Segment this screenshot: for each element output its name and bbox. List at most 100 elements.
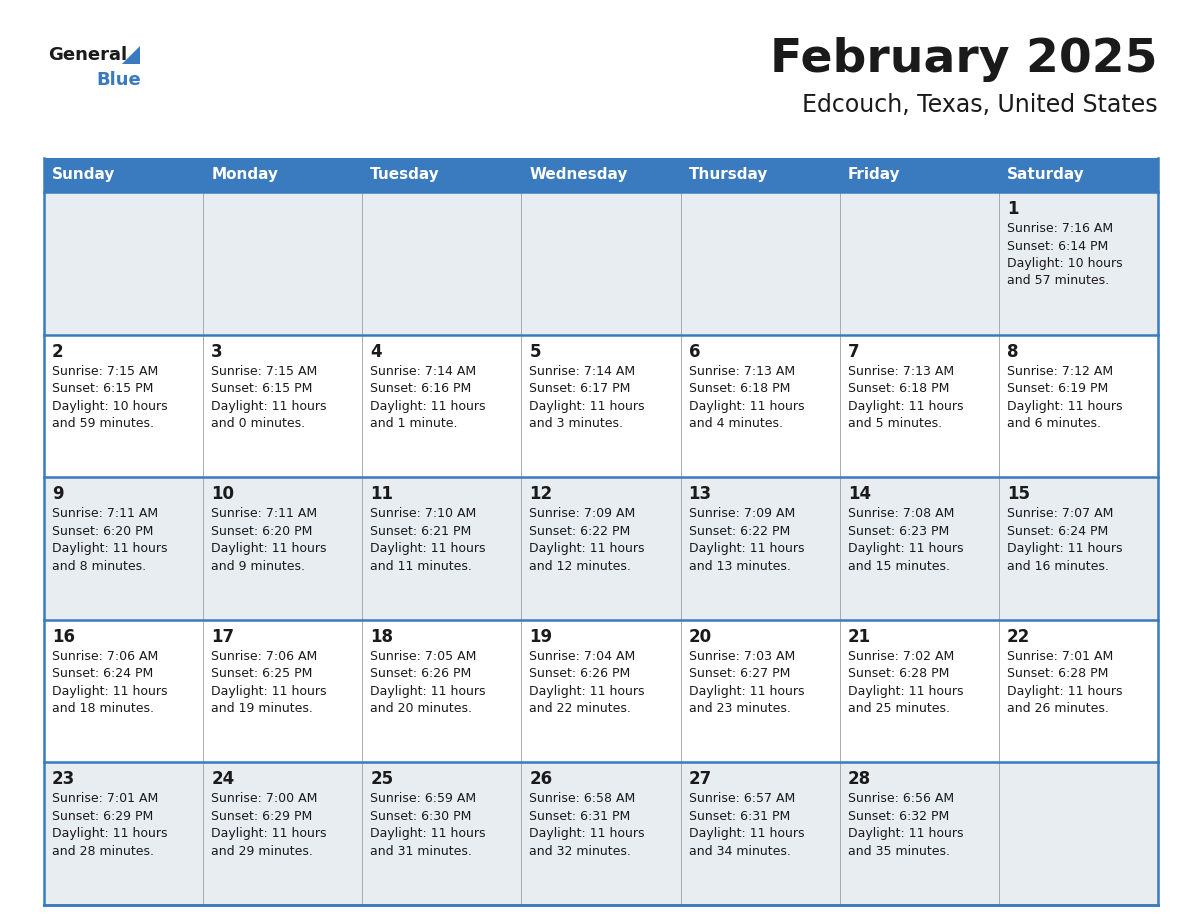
Text: Sunset: 6:21 PM: Sunset: 6:21 PM [371,525,472,538]
Text: Monday: Monday [211,167,278,183]
Text: 18: 18 [371,628,393,645]
Text: Sunrise: 7:06 AM: Sunrise: 7:06 AM [211,650,317,663]
Text: Sunset: 6:28 PM: Sunset: 6:28 PM [1007,667,1108,680]
Text: Daylight: 11 hours: Daylight: 11 hours [530,685,645,698]
Text: 4: 4 [371,342,381,361]
Bar [44,158,1158,192]
Text: and 26 minutes.: and 26 minutes. [1007,702,1108,715]
Text: Sunset: 6:32 PM: Sunset: 6:32 PM [848,810,949,823]
Text: and 20 minutes.: and 20 minutes. [371,702,473,715]
Text: Sunrise: 7:06 AM: Sunrise: 7:06 AM [52,650,158,663]
Text: and 28 minutes.: and 28 minutes. [52,845,154,858]
Text: 15: 15 [1007,486,1030,503]
Text: 26: 26 [530,770,552,789]
Text: and 4 minutes.: and 4 minutes. [689,417,783,431]
Text: Sunrise: 6:59 AM: Sunrise: 6:59 AM [371,792,476,805]
Text: Thursday: Thursday [689,167,767,183]
Text: Daylight: 11 hours: Daylight: 11 hours [689,543,804,555]
Text: 21: 21 [848,628,871,645]
Bar [44,192,1158,334]
Text: Sunset: 6:25 PM: Sunset: 6:25 PM [211,667,312,680]
Text: Daylight: 11 hours: Daylight: 11 hours [52,685,168,698]
Text: Sunrise: 7:13 AM: Sunrise: 7:13 AM [848,364,954,377]
Text: Blue: Blue [96,71,140,89]
Text: Sunrise: 7:12 AM: Sunrise: 7:12 AM [1007,364,1113,377]
Text: 17: 17 [211,628,234,645]
Text: Daylight: 11 hours: Daylight: 11 hours [848,543,963,555]
Text: Daylight: 11 hours: Daylight: 11 hours [52,827,168,840]
Text: Daylight: 11 hours: Daylight: 11 hours [211,685,327,698]
Text: and 29 minutes.: and 29 minutes. [211,845,312,858]
Text: 5: 5 [530,342,541,361]
Text: Sunday: Sunday [52,167,115,183]
Text: Sunrise: 7:05 AM: Sunrise: 7:05 AM [371,650,476,663]
Text: Daylight: 11 hours: Daylight: 11 hours [689,827,804,840]
Text: and 57 minutes.: and 57 minutes. [1007,274,1108,287]
Text: 7: 7 [848,342,859,361]
Bar [44,334,1158,477]
Text: Daylight: 11 hours: Daylight: 11 hours [371,399,486,412]
Text: Daylight: 11 hours: Daylight: 11 hours [1007,543,1123,555]
Text: Sunrise: 7:15 AM: Sunrise: 7:15 AM [52,364,158,377]
Text: 27: 27 [689,770,712,789]
Text: Edcouch, Texas, United States: Edcouch, Texas, United States [802,93,1158,117]
Text: and 25 minutes.: and 25 minutes. [848,702,949,715]
Text: Sunrise: 7:08 AM: Sunrise: 7:08 AM [848,508,954,521]
Text: 11: 11 [371,486,393,503]
Text: Sunset: 6:15 PM: Sunset: 6:15 PM [211,382,312,395]
Text: Sunset: 6:26 PM: Sunset: 6:26 PM [371,667,472,680]
Text: Daylight: 11 hours: Daylight: 11 hours [371,685,486,698]
Text: Daylight: 11 hours: Daylight: 11 hours [530,543,645,555]
Text: Daylight: 10 hours: Daylight: 10 hours [1007,257,1123,270]
Text: Daylight: 11 hours: Daylight: 11 hours [211,827,327,840]
Text: 13: 13 [689,486,712,503]
Text: and 9 minutes.: and 9 minutes. [211,560,305,573]
Text: General: General [48,46,127,64]
Text: Sunrise: 7:11 AM: Sunrise: 7:11 AM [211,508,317,521]
Text: Sunrise: 7:14 AM: Sunrise: 7:14 AM [530,364,636,377]
Text: Daylight: 11 hours: Daylight: 11 hours [848,399,963,412]
Text: Daylight: 11 hours: Daylight: 11 hours [211,399,327,412]
Text: 3: 3 [211,342,223,361]
Text: Sunset: 6:31 PM: Sunset: 6:31 PM [530,810,631,823]
Text: Saturday: Saturday [1007,167,1085,183]
Text: 9: 9 [52,486,64,503]
Text: and 59 minutes.: and 59 minutes. [52,417,154,431]
Bar [44,620,1158,763]
Text: and 1 minute.: and 1 minute. [371,417,457,431]
Text: Daylight: 11 hours: Daylight: 11 hours [52,543,168,555]
Text: Sunrise: 7:15 AM: Sunrise: 7:15 AM [211,364,317,377]
Text: Sunset: 6:30 PM: Sunset: 6:30 PM [371,810,472,823]
Text: Sunset: 6:26 PM: Sunset: 6:26 PM [530,667,631,680]
Text: 19: 19 [530,628,552,645]
Text: and 31 minutes.: and 31 minutes. [371,845,472,858]
Text: and 6 minutes.: and 6 minutes. [1007,417,1101,431]
Text: Sunset: 6:18 PM: Sunset: 6:18 PM [848,382,949,395]
Text: and 35 minutes.: and 35 minutes. [848,845,949,858]
Text: 14: 14 [848,486,871,503]
Text: 16: 16 [52,628,75,645]
Bar [44,763,1158,905]
Text: Daylight: 11 hours: Daylight: 11 hours [530,827,645,840]
Text: Daylight: 11 hours: Daylight: 11 hours [1007,685,1123,698]
Text: 25: 25 [371,770,393,789]
Text: and 8 minutes.: and 8 minutes. [52,560,146,573]
Text: Sunset: 6:19 PM: Sunset: 6:19 PM [1007,382,1108,395]
Text: 6: 6 [689,342,700,361]
Text: Sunrise: 7:01 AM: Sunrise: 7:01 AM [52,792,158,805]
Text: Sunrise: 6:56 AM: Sunrise: 6:56 AM [848,792,954,805]
Text: and 13 minutes.: and 13 minutes. [689,560,790,573]
Text: Daylight: 11 hours: Daylight: 11 hours [689,685,804,698]
Text: Wednesday: Wednesday [530,167,627,183]
Text: and 16 minutes.: and 16 minutes. [1007,560,1108,573]
Text: Sunrise: 7:10 AM: Sunrise: 7:10 AM [371,508,476,521]
Text: Sunset: 6:29 PM: Sunset: 6:29 PM [211,810,312,823]
Text: Sunset: 6:22 PM: Sunset: 6:22 PM [689,525,790,538]
Text: Sunset: 6:20 PM: Sunset: 6:20 PM [211,525,312,538]
Text: Sunrise: 7:01 AM: Sunrise: 7:01 AM [1007,650,1113,663]
Text: and 19 minutes.: and 19 minutes. [211,702,312,715]
Text: Sunset: 6:27 PM: Sunset: 6:27 PM [689,667,790,680]
Text: Sunrise: 7:16 AM: Sunrise: 7:16 AM [1007,222,1113,235]
Text: and 12 minutes.: and 12 minutes. [530,560,631,573]
Text: Sunrise: 7:03 AM: Sunrise: 7:03 AM [689,650,795,663]
